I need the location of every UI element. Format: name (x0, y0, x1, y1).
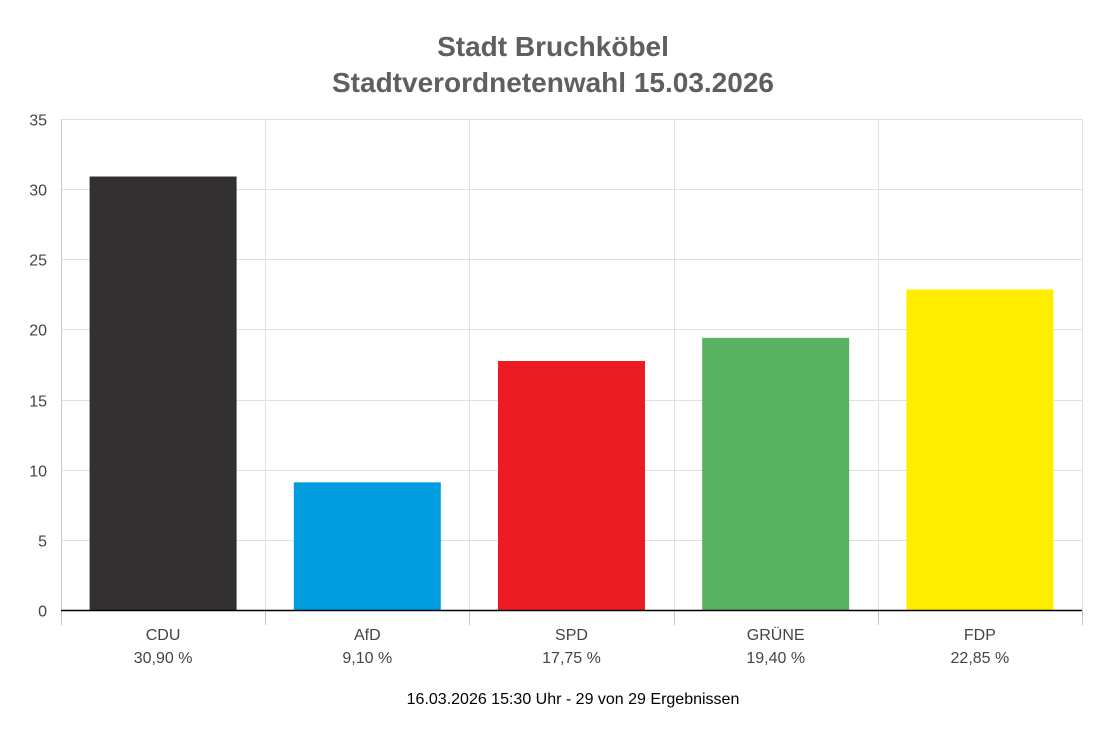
y-tick-label: 35 (29, 113, 47, 130)
x-category-label: CDU (146, 627, 181, 644)
y-tick-label: 20 (29, 323, 47, 340)
x-value-label: 9,10 % (342, 650, 392, 667)
bars (89, 176, 1054, 610)
y-tick-label: 15 (29, 394, 47, 411)
x-category-label: SPD (555, 627, 588, 644)
y-tick-label: 10 (29, 464, 47, 481)
x-value-label: 17,75 % (542, 650, 601, 667)
chart-title-line-1: Stadt Bruchköbel (437, 31, 669, 62)
x-value-label: 30,90 % (134, 650, 193, 667)
axes (61, 119, 1083, 625)
footer-status: 16.03.2026 15:30 Uhr - 29 von 29 Ergebni… (406, 691, 740, 708)
bar-spd (498, 360, 645, 610)
x-value-label: 22,85 % (951, 650, 1010, 667)
bar-grüne (702, 337, 850, 610)
bar-fdp (906, 289, 1054, 610)
y-tick-label: 0 (38, 604, 47, 621)
bar-cdu (89, 176, 237, 610)
chart-title-line-2: Stadtverordnetenwahl 15.03.2026 (332, 67, 774, 98)
y-tick-label: 30 (29, 183, 47, 200)
x-category-label: GRÜNE (747, 626, 805, 644)
x-category-label: FDP (964, 627, 996, 644)
bar-afd (293, 482, 441, 610)
y-tick-label: 25 (29, 253, 47, 270)
x-value-label: 19,40 % (746, 650, 805, 667)
x-category-label: AfD (354, 627, 381, 644)
y-tick-label: 5 (38, 534, 47, 551)
labels: 0 5 10 15 20 25 30 35 CDU 30,90 % AfD 9,10 % SPD 17,7… (29, 113, 1009, 668)
